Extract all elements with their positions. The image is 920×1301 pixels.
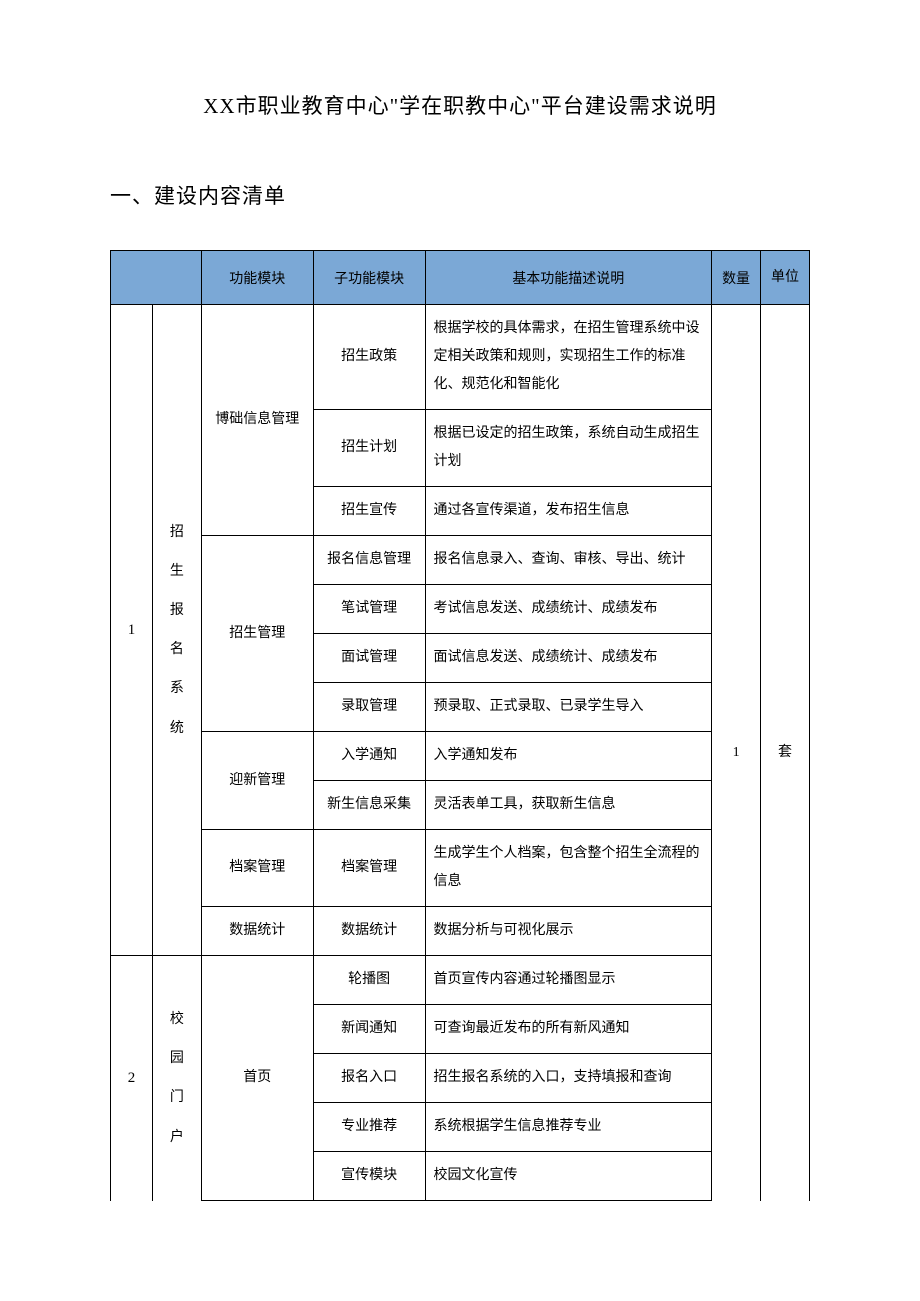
- description-cell: 考试信息发送、成绩统计、成绩发布: [425, 585, 712, 634]
- header-description: 基本功能描述说明: [425, 251, 712, 305]
- table-row: 迎新管理入学通知入学通知发布: [111, 732, 810, 781]
- system-name: 校园门户: [152, 956, 201, 1201]
- description-cell: 系统根据学生信息推荐专业: [425, 1103, 712, 1152]
- header-blank-2: [152, 251, 201, 305]
- description-cell: 报名信息录入、查询、审核、导出、统计: [425, 536, 712, 585]
- submodule-name: 入学通知: [313, 732, 425, 781]
- module-name: 招生管理: [201, 536, 313, 732]
- submodule-name: 招生计划: [313, 410, 425, 487]
- table-row: 招生管理报名信息管理报名信息录入、查询、审核、导出、统计: [111, 536, 810, 585]
- header-unit: 单位: [761, 251, 810, 305]
- description-cell: 招生报名系统的入口，支持填报和查询: [425, 1054, 712, 1103]
- module-name: 档案管理: [201, 830, 313, 907]
- header-submodule: 子功能模块: [313, 251, 425, 305]
- header-module: 功能模块: [201, 251, 313, 305]
- description-cell: 首页宣传内容通过轮播图显示: [425, 956, 712, 1005]
- description-cell: 根据学校的具体需求，在招生管理系统中设定相关政策和规则，实现招生工作的标准化、规…: [425, 305, 712, 410]
- submodule-name: 录取管理: [313, 683, 425, 732]
- requirements-table: 功能模块 子功能模块 基本功能描述说明 数量 单位 1招生报名系统博础信息管理招…: [110, 250, 810, 1201]
- unit-cell: 套: [761, 305, 810, 1201]
- module-name: 首页: [201, 956, 313, 1201]
- system-index: 1: [111, 305, 153, 956]
- submodule-name: 专业推荐: [313, 1103, 425, 1152]
- submodule-name: 报名信息管理: [313, 536, 425, 585]
- submodule-name: 招生宣传: [313, 487, 425, 536]
- section-heading: 一、建设内容清单: [110, 180, 810, 210]
- table-row: 档案管理档案管理生成学生个人档案，包含整个招生全流程的信息: [111, 830, 810, 907]
- table-header-row: 功能模块 子功能模块 基本功能描述说明 数量 单位: [111, 251, 810, 305]
- submodule-name: 笔试管理: [313, 585, 425, 634]
- module-name: 迎新管理: [201, 732, 313, 830]
- module-name: 数据统计: [201, 907, 313, 956]
- submodule-name: 面试管理: [313, 634, 425, 683]
- module-name: 博础信息管理: [201, 305, 313, 536]
- quantity-cell: 1: [712, 305, 761, 1201]
- description-cell: 预录取、正式录取、已录学生导入: [425, 683, 712, 732]
- table-row: 2校园门户首页轮播图首页宣传内容通过轮播图显示: [111, 956, 810, 1005]
- table-row: 1招生报名系统博础信息管理招生政策根据学校的具体需求，在招生管理系统中设定相关政…: [111, 305, 810, 410]
- system-index: 2: [111, 956, 153, 1201]
- table-row: 数据统计数据统计数据分析与可视化展示: [111, 907, 810, 956]
- submodule-name: 宣传模块: [313, 1152, 425, 1201]
- description-cell: 根据已设定的招生政策，系统自动生成招生计划: [425, 410, 712, 487]
- description-cell: 通过各宣传渠道，发布招生信息: [425, 487, 712, 536]
- submodule-name: 数据统计: [313, 907, 425, 956]
- description-cell: 校园文化宣传: [425, 1152, 712, 1201]
- submodule-name: 轮播图: [313, 956, 425, 1005]
- submodule-name: 新闻通知: [313, 1005, 425, 1054]
- system-name: 招生报名系统: [152, 305, 201, 956]
- header-blank-1: [111, 251, 153, 305]
- header-quantity: 数量: [712, 251, 761, 305]
- submodule-name: 新生信息采集: [313, 781, 425, 830]
- description-cell: 数据分析与可视化展示: [425, 907, 712, 956]
- description-cell: 面试信息发送、成绩统计、成绩发布: [425, 634, 712, 683]
- submodule-name: 档案管理: [313, 830, 425, 907]
- description-cell: 入学通知发布: [425, 732, 712, 781]
- description-cell: 可查询最近发布的所有新风通知: [425, 1005, 712, 1054]
- description-cell: 生成学生个人档案，包含整个招生全流程的信息: [425, 830, 712, 907]
- document-title: XX市职业教育中心"学在职教中心"平台建设需求说明: [110, 90, 810, 120]
- description-cell: 灵活表单工具，获取新生信息: [425, 781, 712, 830]
- submodule-name: 招生政策: [313, 305, 425, 410]
- submodule-name: 报名入口: [313, 1054, 425, 1103]
